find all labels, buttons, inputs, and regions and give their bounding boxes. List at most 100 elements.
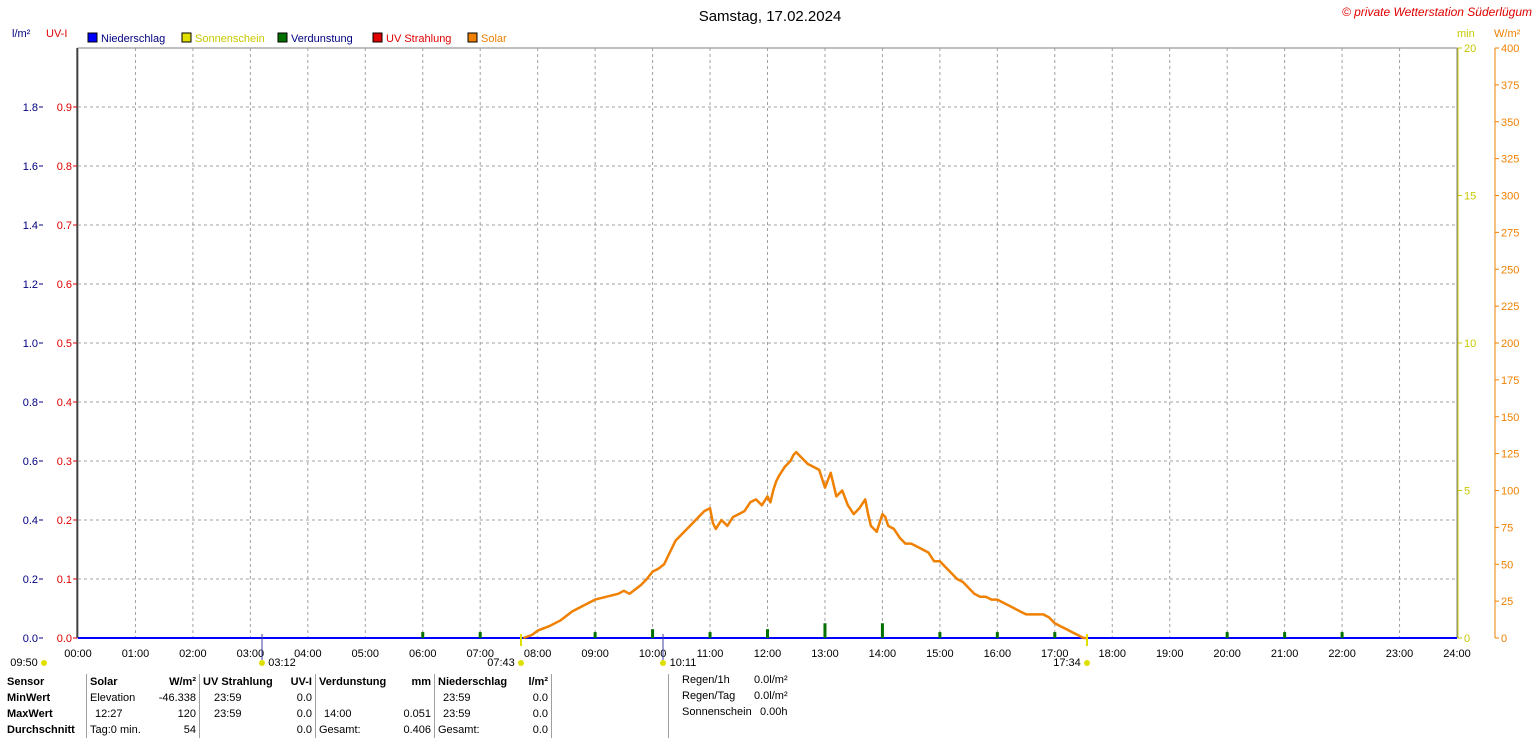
x-tick-label: 17:00 [1041,648,1069,660]
x-tick-label: 03:00 [237,648,265,660]
sonnenschein-tick-label: 5 [1464,486,1470,498]
legend-label: UV Strahlung [386,33,451,45]
x-tick-label: 15:00 [926,648,954,660]
time-marker-label: 09:50 [10,657,38,668]
legend-swatch [181,32,192,43]
sonnenschein-tick-label: 10 [1464,338,1476,350]
niederschlag-tick-label: 1.4 [23,220,38,232]
solar-tick-label: 200 [1501,338,1519,350]
stats-row-label: MinWert [7,692,51,704]
uv-axis-unit: UV-I [46,28,67,40]
solar-tick-label: 25 [1501,596,1513,608]
time-markers: 09:50 03:12 07:43 10:11 17:34 [10,634,1090,668]
sonnenschein-tick-label: 20 [1464,43,1476,55]
uv-tick-label: 0.1 [57,574,72,586]
x-tick-label: 23:00 [1386,648,1414,660]
time-marker-dot [1084,660,1090,666]
uv-tick-label: 0.6 [57,279,72,291]
stats-uv-value: 0.0 [296,708,312,720]
stats-verdunstung-unit: mm [411,676,431,688]
niederschlag-tick-label: 1.0 [23,338,38,350]
solar-series-line [522,450,1087,640]
x-tick-label: 00:00 [64,648,92,660]
solar-tick-label: 400 [1501,43,1519,55]
stats-solar-unit: W/m² [169,676,196,688]
stats-sensor-header: Sensor [7,676,45,688]
solar-tick-label: 275 [1501,227,1519,239]
summary-label: Sonnenschein [682,706,752,718]
verdunstung-bar [938,632,942,638]
stats-table: Sensor Solar W/m² UV Strahlung UV-I Verd… [4,674,679,738]
legend-label: Sonnenschein [195,33,265,45]
x-tick-label: 19:00 [1156,648,1184,660]
stats-uv-time: 23:59 [199,690,276,706]
summary-panel: Regen/1h 0.0l/m² Regen/Tag 0.0l/m² Sonnens… [682,674,788,722]
x-tick-label: 04:00 [294,648,322,660]
time-marker-dot [518,660,524,666]
stats-solar-time: Elevation [86,690,155,706]
x-tick-label: 11:00 [697,648,724,660]
stats-niederschlag-value: 0.0 [532,708,548,720]
x-tick-label: 06:00 [409,648,437,660]
verdunstung-bar [708,632,712,638]
stats-niederschlag-value: 0.0 [532,692,548,704]
sonnenschein-axis-unit: min [1457,28,1475,40]
legend-swatch [277,32,288,43]
stats-uv-time [199,722,276,738]
verdunstung-bar [823,623,827,638]
verdunstung-bar [766,629,769,638]
stats-niederschlag-time: 23:59 [434,690,515,706]
chart-series [421,450,1344,640]
stats-row-label: MaxWert [7,708,53,720]
solar-tick-label: 250 [1501,264,1519,276]
right-axes: 0510152002550751001251501752002252502753… [1457,43,1519,645]
x-tick-label: 10:00 [639,648,667,660]
legend-label: Niederschlag [101,33,165,45]
time-marker-dot [41,660,47,666]
solar-tick-label: 325 [1501,154,1519,166]
uv-tick-label: 0.9 [57,102,72,114]
x-tick-label: 08:00 [524,648,552,660]
verdunstung-bar [651,629,655,638]
verdunstung-bar [1225,632,1229,638]
niederschlag-tick-label: 1.2 [23,279,38,291]
summary-sonnenschein: Sonnenschein 0.00h [682,706,788,722]
weather-chart: Samstag, 17.02.2024 © private Wetterstat… [10,5,1532,668]
time-marker-label: 07:43 [487,657,515,668]
stats-solar-value: 54 [183,724,196,736]
time-marker-dot [660,660,666,666]
stats-uv-header: UV Strahlung [199,674,276,690]
stats-verdunstung-time: 14:00 [315,706,394,722]
legend-swatch [87,32,98,43]
niederschlag-tick-label: 0.2 [23,574,38,586]
stats-uv-unit: UV-I [290,676,312,688]
time-marker-label: 10:11 [670,657,697,668]
uv-tick-label: 0.3 [57,456,72,468]
uv-tick-label: 0.4 [57,397,72,409]
niederschlag-tick-label: 1.6 [23,161,38,173]
x-tick-label: 14:00 [869,648,897,660]
verdunstung-bar [1283,632,1287,638]
x-tick-label: 24:00 [1443,648,1471,660]
summary-value: 0.0l/m² [754,674,788,686]
solar-tick-label: 75 [1501,522,1513,534]
stats-niederschlag-time: 23:59 [434,706,515,722]
legend-label: Verdunstung [291,33,353,45]
time-marker-dot [259,660,265,666]
solar-axis-unit: W/m² [1494,28,1521,40]
niederschlag-tick-label: 0.0 [23,633,38,645]
stats-verdunstung-value [394,690,435,706]
stats-verdunstung-value: 0.051 [403,708,431,720]
verdunstung-bar [880,623,884,638]
x-tick-label: 16:00 [984,648,1012,660]
stats-uv-time: 23:59 [199,706,276,722]
station-copyright: © private Wetterstation Süderlügum [1342,5,1532,19]
solar-tick-label: 100 [1501,486,1519,498]
niederschlag-axis-unit: l/m² [12,28,31,40]
verdunstung-bar [478,632,482,638]
x-tick-label: 05:00 [352,648,380,660]
verdunstung-bar [421,632,425,638]
uv-tick-label: 0.7 [57,220,72,232]
stats-row-label: Durchschnitt [7,724,75,736]
stats-niederschlag-value: 0.0 [532,724,548,736]
